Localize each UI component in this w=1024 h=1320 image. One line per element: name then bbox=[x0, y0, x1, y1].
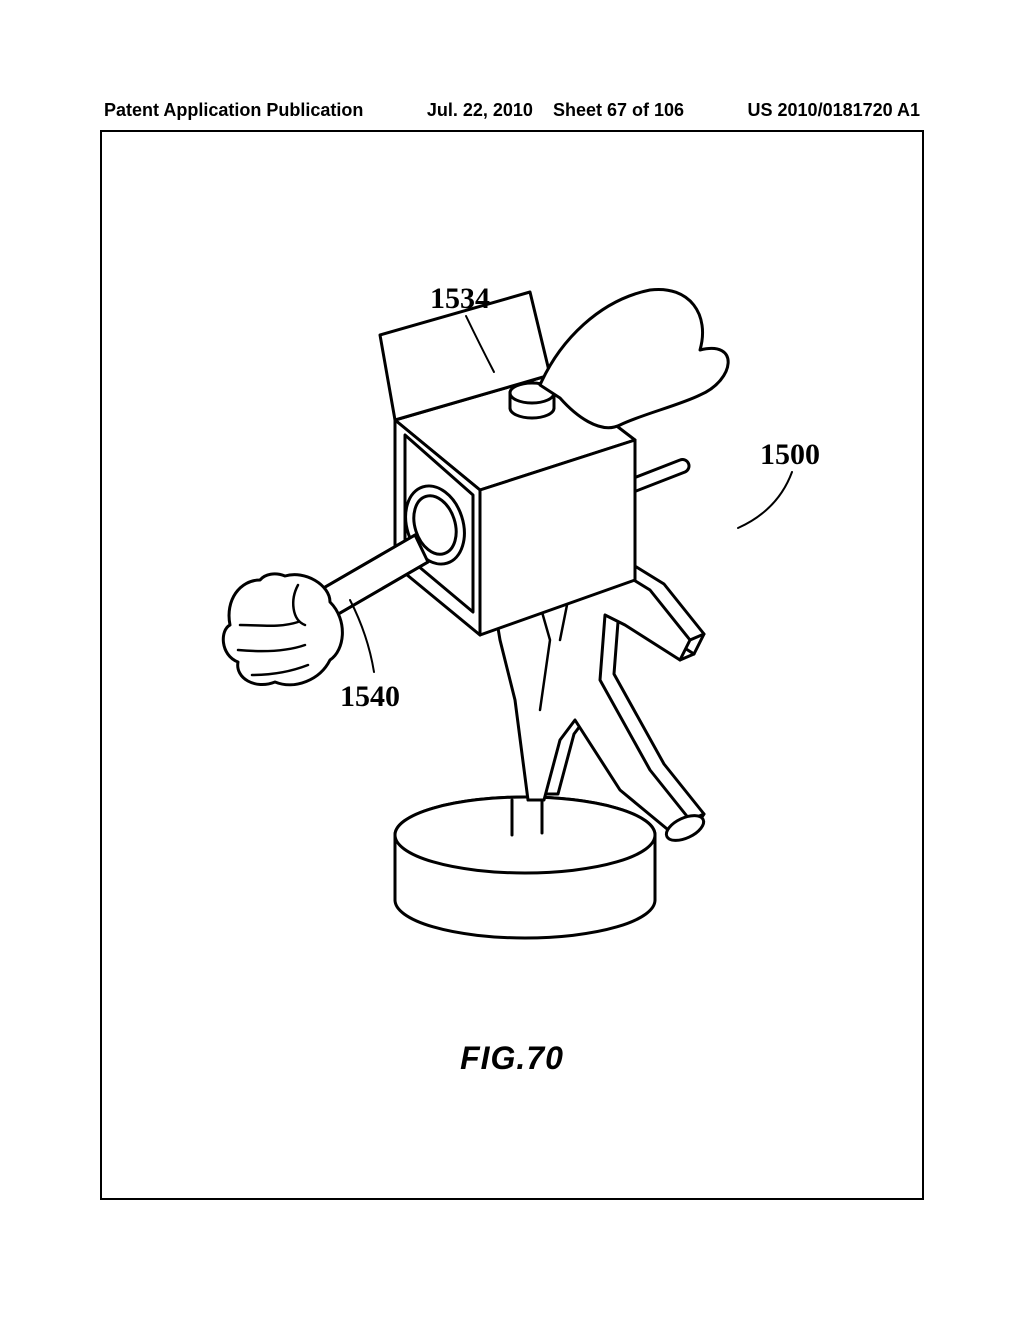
cape bbox=[540, 289, 728, 427]
ref-1540: 1540 bbox=[340, 680, 400, 714]
header-left: Patent Application Publication bbox=[100, 100, 363, 121]
ref-1500: 1500 bbox=[760, 438, 820, 472]
header-sheet: Sheet 67 of 106 bbox=[553, 100, 684, 120]
ref-1534: 1534 bbox=[430, 282, 490, 316]
header-date: Jul. 22, 2010 bbox=[427, 100, 533, 120]
page: Patent Application Publication Jul. 22, … bbox=[0, 0, 1024, 1320]
header-pubno: US 2010/0181720 A1 bbox=[748, 100, 924, 121]
fist bbox=[223, 574, 342, 685]
figure-caption: FIG.70 bbox=[0, 1040, 1024, 1077]
figure-svg bbox=[180, 280, 840, 980]
base-pedestal bbox=[395, 797, 655, 938]
header-center: Jul. 22, 2010 Sheet 67 of 106 bbox=[427, 100, 684, 121]
patent-figure bbox=[180, 280, 840, 980]
page-header: Patent Application Publication Jul. 22, … bbox=[100, 100, 924, 121]
